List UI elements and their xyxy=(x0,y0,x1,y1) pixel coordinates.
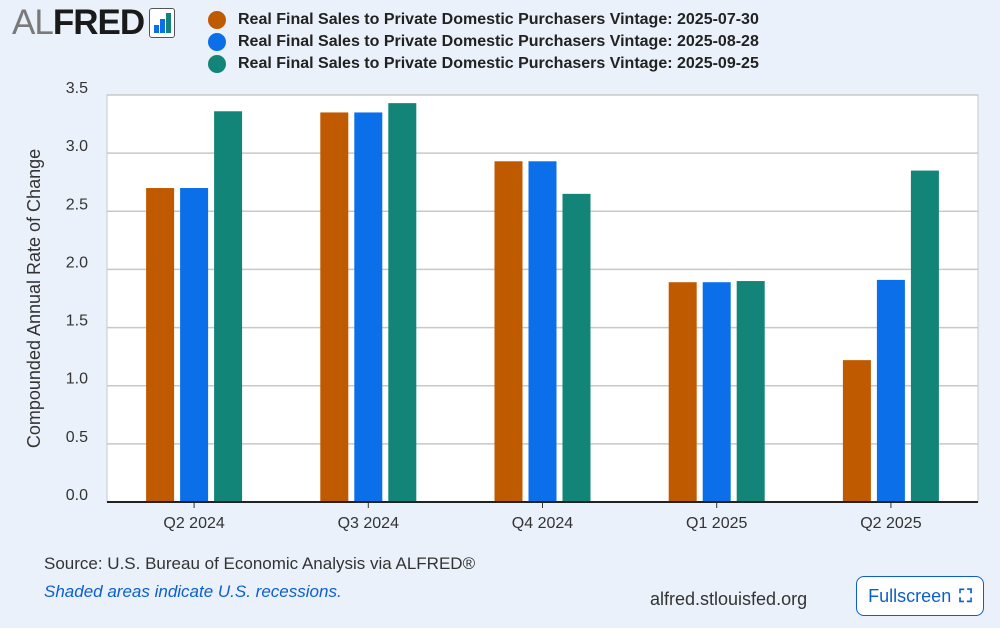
y-tick-label: 1.0 xyxy=(66,371,88,388)
x-tick-label: Q1 2025 xyxy=(686,515,747,532)
x-tick-label: Q3 2024 xyxy=(338,515,399,532)
bar xyxy=(910,170,939,503)
alfred-logo[interactable]: AL FRED xyxy=(12,3,176,42)
bar xyxy=(736,281,765,502)
bar xyxy=(320,112,349,502)
fullscreen-icon: ⛶ xyxy=(959,585,972,606)
bar xyxy=(354,112,383,502)
bar xyxy=(180,188,209,502)
recession-note: Shaded areas indicate U.S. recessions. xyxy=(44,582,342,601)
y-tick-label: 3.5 xyxy=(66,80,88,97)
x-tick-label: Q2 2024 xyxy=(163,515,224,532)
source-note: Source: U.S. Bureau of Economic Analysis… xyxy=(44,554,476,573)
fullscreen-button[interactable]: Fullscreen ⛶ xyxy=(856,576,984,616)
legend-label: Real Final Sales to Private Domestic Pur… xyxy=(238,11,759,28)
site-link[interactable]: alfred.stlouisfed.org xyxy=(650,589,808,609)
bar xyxy=(494,161,523,503)
bar xyxy=(388,103,417,502)
y-tick-label: 0.5 xyxy=(66,429,88,446)
x-tick-label: Q4 2024 xyxy=(512,515,573,532)
logo-chart-icon xyxy=(149,8,176,38)
y-tick-label: 1.5 xyxy=(66,313,88,330)
legend-dot-icon xyxy=(208,11,226,29)
chart-legend: Real Final Sales to Private Domestic Pur… xyxy=(208,9,759,75)
x-tick-label: Q2 2025 xyxy=(860,515,921,532)
bar xyxy=(702,282,731,502)
legend-label: Real Final Sales to Private Domestic Pur… xyxy=(238,33,759,50)
y-tick-label: 2.5 xyxy=(66,196,88,213)
y-axis-label: Compounded Annual Rate of Change xyxy=(24,149,44,448)
y-tick-label: 0.0 xyxy=(66,487,88,504)
logo-text-light: AL xyxy=(12,3,54,42)
legend-dot-icon xyxy=(208,33,226,51)
bar xyxy=(668,282,697,502)
y-tick-label: 2.0 xyxy=(66,254,88,271)
y-tick-label: 3.0 xyxy=(66,138,88,155)
legend-item[interactable]: Real Final Sales to Private Domestic Pur… xyxy=(208,9,759,31)
bar xyxy=(528,161,557,503)
bar xyxy=(146,188,175,502)
bar xyxy=(842,360,871,502)
legend-dot-icon xyxy=(208,55,226,73)
bar xyxy=(876,279,905,502)
bar xyxy=(214,111,243,502)
bar xyxy=(562,193,591,503)
legend-item[interactable]: Real Final Sales to Private Domestic Pur… xyxy=(208,53,759,75)
legend-label: Real Final Sales to Private Domestic Pur… xyxy=(238,55,759,72)
logo-text-bold: FRED xyxy=(52,3,145,42)
fullscreen-label: Fullscreen xyxy=(868,585,952,606)
legend-item[interactable]: Real Final Sales to Private Domestic Pur… xyxy=(208,31,759,53)
